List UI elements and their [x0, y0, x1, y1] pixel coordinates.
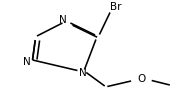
Text: N: N: [23, 57, 30, 67]
Text: Br: Br: [110, 2, 122, 12]
Text: N: N: [59, 15, 66, 25]
Text: O: O: [138, 74, 146, 84]
Text: N: N: [79, 68, 87, 78]
